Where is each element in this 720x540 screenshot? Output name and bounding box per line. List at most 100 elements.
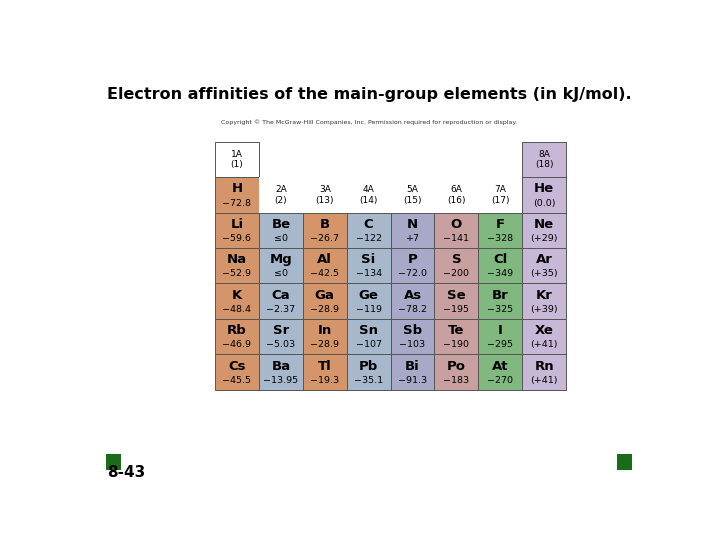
Text: Po: Po <box>447 360 466 373</box>
Bar <box>522 177 566 213</box>
Bar <box>259 354 303 390</box>
Text: O: O <box>451 218 462 231</box>
Text: Rb: Rb <box>227 324 247 337</box>
Text: Cl: Cl <box>493 253 508 266</box>
Text: −107: −107 <box>356 340 382 349</box>
Bar <box>303 213 346 248</box>
Bar <box>478 354 522 390</box>
Bar <box>259 284 303 319</box>
Text: 6A
(16): 6A (16) <box>447 185 466 205</box>
Bar <box>346 213 390 248</box>
Text: ≤0: ≤0 <box>274 269 288 279</box>
Bar <box>390 177 434 213</box>
Text: −26.7: −26.7 <box>310 234 339 243</box>
Text: −190: −190 <box>444 340 469 349</box>
Text: H: H <box>231 183 243 195</box>
Text: −183: −183 <box>444 376 469 384</box>
Text: Sr: Sr <box>273 324 289 337</box>
Text: Xe: Xe <box>535 324 554 337</box>
Text: +7: +7 <box>405 234 420 243</box>
Bar <box>390 213 434 248</box>
Bar <box>390 319 434 354</box>
Text: Te: Te <box>449 324 464 337</box>
Text: −52.9: −52.9 <box>222 269 251 279</box>
Text: P: P <box>408 253 418 266</box>
Text: Ca: Ca <box>271 289 290 302</box>
Text: Al: Al <box>318 253 332 266</box>
Text: N: N <box>407 218 418 231</box>
Bar <box>434 177 478 213</box>
Text: He: He <box>534 183 554 195</box>
Text: 4A
(14): 4A (14) <box>359 185 378 205</box>
Text: Pb: Pb <box>359 360 378 373</box>
Text: 8-43: 8-43 <box>107 465 145 481</box>
Text: Ba: Ba <box>271 360 290 373</box>
Text: −2.37: −2.37 <box>266 305 295 314</box>
Bar <box>346 354 390 390</box>
Text: Sb: Sb <box>403 324 422 337</box>
Text: Kr: Kr <box>536 289 553 302</box>
Text: F: F <box>496 218 505 231</box>
Text: At: At <box>492 360 508 373</box>
Text: −122: −122 <box>356 234 382 243</box>
Bar <box>434 354 478 390</box>
Bar <box>303 319 346 354</box>
Text: −35.1: −35.1 <box>354 376 383 384</box>
Bar <box>390 248 434 284</box>
Text: −270: −270 <box>487 376 513 384</box>
Text: Ga: Ga <box>315 289 335 302</box>
Text: (+35): (+35) <box>531 269 558 279</box>
Bar <box>434 213 478 248</box>
Bar <box>434 284 478 319</box>
Bar <box>215 284 259 319</box>
Text: Br: Br <box>492 289 508 302</box>
Text: 7A
(17): 7A (17) <box>491 185 510 205</box>
Text: Tl: Tl <box>318 360 332 373</box>
Bar <box>215 177 259 213</box>
Text: Bi: Bi <box>405 360 420 373</box>
Text: ≤0: ≤0 <box>274 234 288 243</box>
Text: C: C <box>364 218 374 231</box>
Text: 2A
(2): 2A (2) <box>274 185 287 205</box>
Text: Ar: Ar <box>536 253 553 266</box>
Text: −195: −195 <box>444 305 469 314</box>
Text: Copyright © The McGraw-Hill Companies, Inc. Permission required for reproduction: Copyright © The McGraw-Hill Companies, I… <box>221 120 517 125</box>
Text: 1A
(1): 1A (1) <box>230 150 243 169</box>
Bar <box>259 177 303 213</box>
Bar <box>215 319 259 354</box>
Text: K: K <box>232 289 242 302</box>
Text: −325: −325 <box>487 305 513 314</box>
Text: −72.8: −72.8 <box>222 199 251 207</box>
Text: Se: Se <box>447 289 466 302</box>
Bar <box>478 284 522 319</box>
Bar <box>346 248 390 284</box>
Text: Electron affinities of the main-group elements (in kJ/mol).: Electron affinities of the main-group el… <box>107 86 631 102</box>
Text: −45.5: −45.5 <box>222 376 251 384</box>
Text: −28.9: −28.9 <box>310 305 339 314</box>
Bar <box>346 319 390 354</box>
Bar <box>215 248 259 284</box>
Bar <box>522 354 566 390</box>
Bar <box>434 248 478 284</box>
Text: −19.3: −19.3 <box>310 376 339 384</box>
Bar <box>303 284 346 319</box>
Text: −28.9: −28.9 <box>310 340 339 349</box>
Text: −328: −328 <box>487 234 513 243</box>
Text: Sn: Sn <box>359 324 378 337</box>
Text: −349: −349 <box>487 269 513 279</box>
Bar <box>478 248 522 284</box>
Text: 5A
(15): 5A (15) <box>403 185 422 205</box>
Text: (+41): (+41) <box>531 340 558 349</box>
Bar <box>215 354 259 390</box>
Text: (+29): (+29) <box>531 234 558 243</box>
Text: −103: −103 <box>400 340 426 349</box>
Text: −78.2: −78.2 <box>398 305 427 314</box>
Bar <box>617 455 632 470</box>
Text: As: As <box>403 289 422 302</box>
Text: 8A
(18): 8A (18) <box>535 150 554 169</box>
Text: −59.6: −59.6 <box>222 234 251 243</box>
Text: (+41): (+41) <box>531 376 558 384</box>
Text: −13.95: −13.95 <box>264 376 298 384</box>
Bar <box>522 213 566 248</box>
Text: (+39): (+39) <box>531 305 558 314</box>
